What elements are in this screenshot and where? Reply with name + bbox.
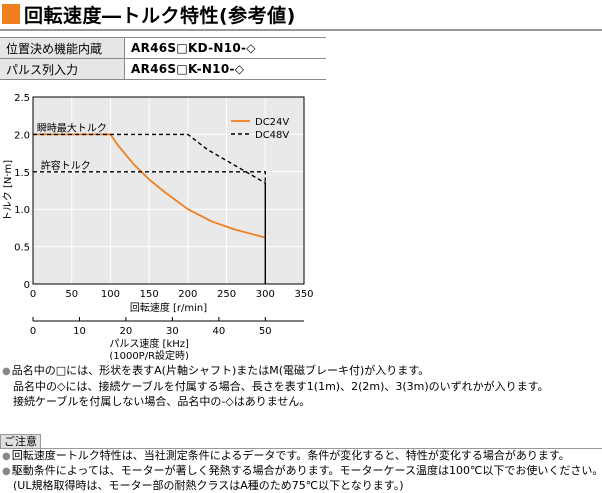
spec-label: 位置決め機能内蔵	[0, 37, 125, 59]
secondary-axis-label: パルス速度 [kHz]	[109, 337, 189, 350]
caution-text: 駆動条件によっては、モーターが著しく発熱する場合があります。モーターケース温度は…	[11, 464, 602, 477]
note-line: ●品名中の□には、形状を表すA(片軸シャフト)またはM(電磁ブレーキ付)が入りま…	[2, 363, 602, 379]
x-tick-label: 300	[256, 289, 275, 300]
secondary-tick-label: 20	[120, 326, 133, 337]
secondary-tick-label: 40	[212, 326, 225, 337]
x-tick-label: 0	[30, 289, 36, 300]
caution-label: ご注意	[0, 434, 41, 449]
plot-area	[33, 97, 304, 284]
caution-rule	[0, 448, 602, 449]
x-tick-label: 250	[217, 289, 236, 300]
secondary-tick-label: 30	[166, 326, 179, 337]
caution-text: (UL規格取得時は、モーター部の耐熱クラスはA種のため75℃以下となります。)	[13, 479, 404, 492]
caution-line: (UL規格取得時は、モーター部の耐熱クラスはA種のため75℃以下となります。)	[2, 479, 602, 493]
note-text: 品名中の□には、形状を表すA(片軸シャフト)またはM(電磁ブレーキ付)が入ります…	[11, 364, 430, 377]
note-line: 品名中の◇には、接続ケーブルを付属する場合、長さを表す1(1m)、2(2m)、3…	[2, 379, 602, 394]
bullet-icon: ●	[2, 466, 11, 477]
legend-label: DC24V	[255, 117, 289, 128]
secondary-axis-sublabel: (1000P/R設定時)	[109, 349, 189, 360]
spec-value: AR46S□K-N10-◇	[124, 58, 326, 80]
x-tick-label: 150	[140, 289, 159, 300]
y-tick-label: 2.5	[14, 93, 30, 104]
model-table: 位置決め機能内蔵 AR46S□KD-N10-◇ パルス列入力 AR46S□K-N…	[0, 37, 326, 80]
x-axis-label: 回転速度 [r/min]	[130, 301, 207, 314]
title-bar: 回転速度―トルク特性(参考値)	[0, 0, 602, 31]
y-tick-label: 1.5	[14, 168, 30, 179]
y-tick-label: 1.0	[14, 205, 30, 216]
bullet-icon: ●	[2, 451, 11, 462]
y-axis-label: トルク [N·m]	[2, 160, 14, 221]
spec-label: パルス列入力	[0, 58, 125, 80]
x-tick-label: 200	[178, 289, 197, 300]
x-tick-label: 100	[101, 289, 120, 300]
annotation-label: 許容トルク	[41, 159, 91, 172]
speed-torque-chart: 0 50 100 150 200 250 300 35000.51.01.52.02.5回転速…	[2, 93, 314, 360]
torque-limit-line	[33, 171, 266, 284]
note-text: 品名中の◇には、接続ケーブルを付属する場合、長さを表す1(1m)、2(2m)、3…	[13, 380, 549, 393]
notes: ●品名中の□には、形状を表すA(片軸シャフト)またはM(電磁ブレーキ付)が入りま…	[2, 363, 602, 409]
caution-line: ●駆動条件によっては、モーターが著しく発熱する場合があります。モーターケース温度…	[2, 464, 602, 479]
y-tick-label: 0.5	[14, 243, 30, 254]
title-rule	[0, 29, 602, 31]
caution-header: ご注意	[0, 434, 602, 449]
series-line-dc48v	[33, 133, 266, 284]
secondary-tick-label: 10	[73, 326, 86, 337]
secondary-tick-label: 50	[259, 326, 272, 337]
caution-text: 回転速度ートルク特性は、当社測定条件によるデータです。条件が変化すると、特性が変…	[11, 449, 570, 462]
title-marker	[2, 4, 20, 24]
x-tick-label: 350	[294, 289, 313, 300]
y-tick-label: 2.0	[14, 130, 30, 141]
table-row: 位置決め機能内蔵 AR46S□KD-N10-◇	[0, 37, 326, 59]
table-row: パルス列入力 AR46S□K-N10-◇	[0, 58, 326, 80]
note-text: 接続ケーブルを付属しない場合、品名中の-◇はありません。	[13, 395, 311, 408]
spec-value: AR46S□KD-N10-◇	[124, 37, 326, 59]
bullet-icon: ●	[2, 366, 11, 377]
series-line-dc24v	[33, 133, 266, 239]
annotation-label: 瞬時最大トルク	[37, 121, 107, 134]
x-tick-label: 50	[65, 289, 78, 300]
page-title: 回転速度―トルク特性(参考値)	[24, 5, 296, 27]
y-tick-label: 0	[24, 280, 30, 291]
caution-notes: ●回転速度ートルク特性は、当社測定条件によるデータです。条件が変化すると、特性が…	[2, 449, 602, 493]
caution-line: ●回転速度ートルク特性は、当社測定条件によるデータです。条件が変化すると、特性が…	[2, 449, 602, 464]
plot-frame	[32, 96, 305, 285]
legend-label: DC48V	[255, 130, 289, 141]
note-line: 接続ケーブルを付属しない場合、品名中の-◇はありません。	[2, 394, 602, 409]
secondary-tick-label: 0	[30, 326, 36, 337]
